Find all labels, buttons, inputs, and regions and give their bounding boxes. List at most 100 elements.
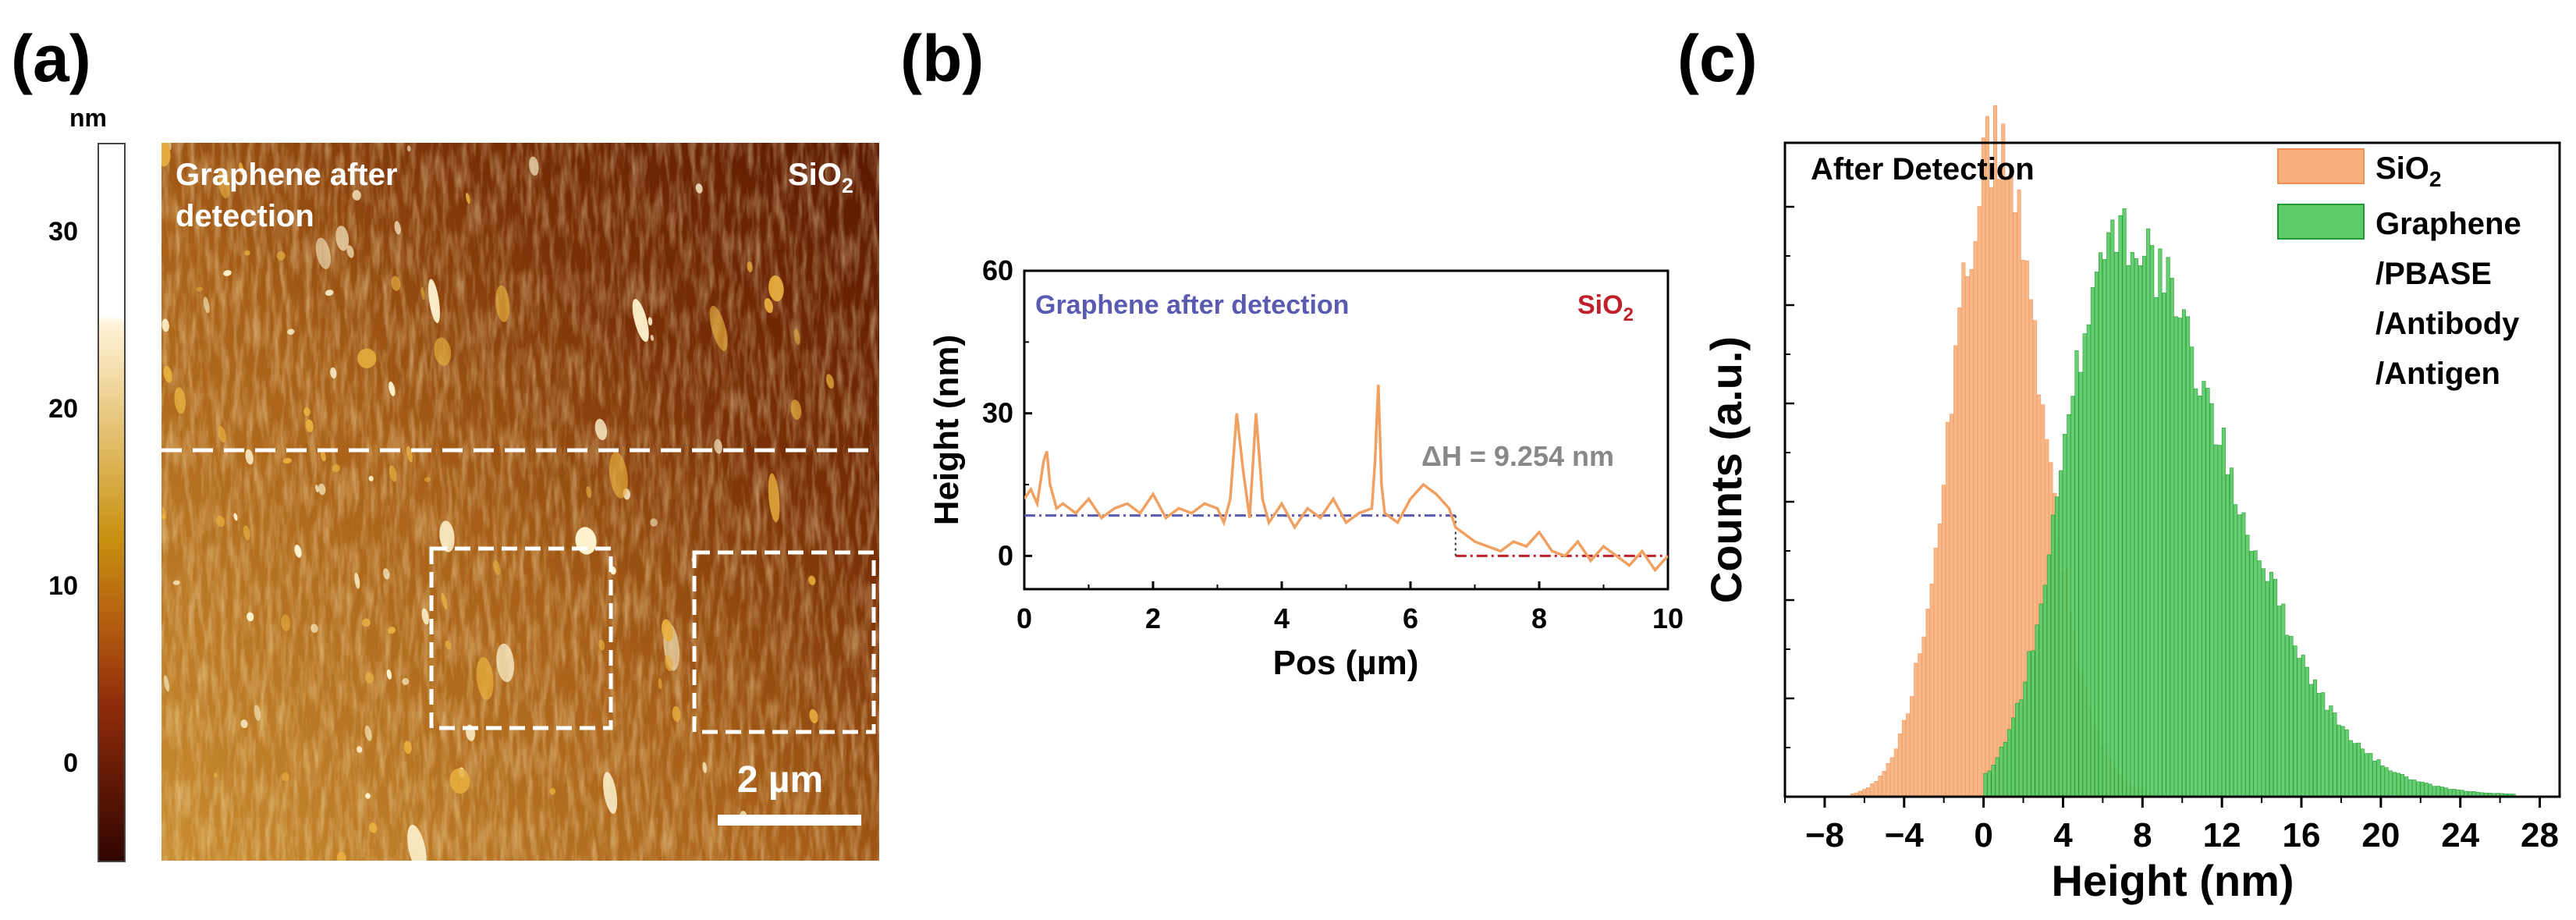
profile-chart: 0 2 4 6 8 10 0 30 60 Graphene after detection Si… <box>928 254 1684 682</box>
profile-y-tick-label: 0 <box>998 539 1013 571</box>
histogram-bar <box>1950 414 1954 797</box>
histogram-bar <box>2317 693 2322 797</box>
afm-colorbar: nm 30 20 10 0 <box>48 104 126 862</box>
afm-particle <box>549 787 556 795</box>
histogram-bar <box>2170 278 2174 797</box>
histogram-x-tick-label: 8 <box>2133 816 2152 854</box>
profile-y-label: Height (nm) <box>928 335 966 525</box>
afm-particle <box>407 824 427 861</box>
histogram-bar <box>2177 318 2182 797</box>
histogram-bar <box>1906 713 1911 797</box>
histogram-bar <box>2257 560 2262 797</box>
afm-particle <box>354 572 360 589</box>
afm-particle <box>357 348 377 368</box>
histogram-bar <box>2428 783 2432 797</box>
histogram-bar <box>2285 634 2290 797</box>
profile-x-label: Pos (µm) <box>1273 644 1419 682</box>
afm-particle <box>702 762 708 773</box>
histogram-bar <box>1977 206 1982 797</box>
afm-particle <box>330 367 337 379</box>
afm-particle <box>281 772 289 782</box>
histogram-bar <box>2035 624 2039 797</box>
histogram-bar <box>2305 666 2309 797</box>
profile-annotation-sio2: SiO2 <box>1577 290 1634 325</box>
afm-particle <box>382 568 390 580</box>
histogram-bar <box>2118 215 2123 797</box>
profile-y-tick-label: 60 <box>982 254 1013 286</box>
afm-particle <box>424 477 431 482</box>
histogram-bar <box>2042 584 2047 797</box>
histogram-bar <box>1973 241 1978 797</box>
afm-label-graphene-line1: Graphene after <box>176 158 398 192</box>
histogram-bar <box>1870 783 1875 797</box>
histogram-bar <box>2010 717 2016 797</box>
legend-label-graphene-line4: /Antigen <box>2376 357 2500 391</box>
histogram-bar <box>1866 787 1871 797</box>
profile-x-tick-label: 2 <box>1145 602 1161 634</box>
afm-particle <box>364 672 374 684</box>
histogram-bar <box>1921 636 1926 797</box>
histogram-bar <box>1981 137 1985 797</box>
histogram-bar <box>2412 780 2417 797</box>
histogram-bar <box>1937 523 1942 797</box>
histogram-x-tick-label: 24 <box>2441 816 2479 854</box>
histogram-bar <box>2001 123 2006 797</box>
histogram-bar <box>2046 554 2051 797</box>
histogram-bar <box>1897 733 1902 797</box>
histogram-bar <box>2344 729 2349 797</box>
histogram-bar <box>2321 692 2326 797</box>
histogram-bar <box>2074 350 2079 797</box>
afm-particle <box>695 183 703 194</box>
afm-particle <box>650 518 658 527</box>
afm-particle <box>174 387 186 414</box>
afm-particle <box>790 400 802 420</box>
afm-particle <box>632 299 649 343</box>
histogram-bar <box>2146 228 2151 797</box>
histogram-bar <box>2245 535 2250 797</box>
histogram-bar <box>2312 679 2318 797</box>
afm-particle <box>714 439 722 454</box>
histogram-x-tick-label: 0 <box>1974 816 1992 854</box>
histogram-bar <box>2253 550 2258 797</box>
afm-particle <box>709 305 728 351</box>
afm-particle <box>768 473 780 523</box>
histogram-bar <box>2237 514 2242 797</box>
histogram-bar <box>2416 781 2421 797</box>
afm-particle <box>315 484 319 493</box>
histogram-bar <box>2221 428 2226 797</box>
legend-label-sio2-sub: 2 <box>2429 167 2442 191</box>
histogram-bar <box>2384 767 2389 797</box>
afm-particle <box>389 465 397 482</box>
afm-particle <box>825 374 834 389</box>
legend-label-graphene-line3: /Antibody <box>2376 307 2520 341</box>
profile-x-tick-label: 10 <box>1652 602 1684 634</box>
colorbar-tick-20: 20 <box>48 394 78 424</box>
colorbar-tick-30: 30 <box>48 217 78 247</box>
histogram-bar <box>2166 257 2170 797</box>
colorbar-tick-10: 10 <box>48 571 78 601</box>
afm-particle <box>346 245 354 258</box>
afm-particle <box>768 275 784 302</box>
histogram-bar <box>1933 547 1938 797</box>
histogram-x-tick-label: 4 <box>2053 816 2073 854</box>
afm-particle <box>747 261 753 272</box>
histogram-bar <box>2190 346 2195 797</box>
histogram-bar <box>2297 658 2301 797</box>
histogram-bar <box>1941 485 1946 797</box>
histogram-bar <box>2198 395 2202 797</box>
afm-particle <box>387 627 396 634</box>
afm-particle <box>352 190 361 201</box>
afm-particle <box>496 643 515 683</box>
histogram-bar <box>2400 773 2405 797</box>
histogram-bar <box>2094 272 2099 797</box>
histogram-bar <box>1989 186 1994 797</box>
afm-particle <box>335 226 349 251</box>
profile-x-tick-label: 0 <box>1017 602 1032 634</box>
histogram-bar <box>2009 168 2014 797</box>
histogram-bar <box>2277 606 2282 797</box>
histogram-bar <box>2186 316 2191 797</box>
profile-annotation-graphene: Graphene after detection <box>1035 290 1349 320</box>
afm-particle <box>214 773 218 778</box>
histogram-bar <box>2150 245 2155 797</box>
